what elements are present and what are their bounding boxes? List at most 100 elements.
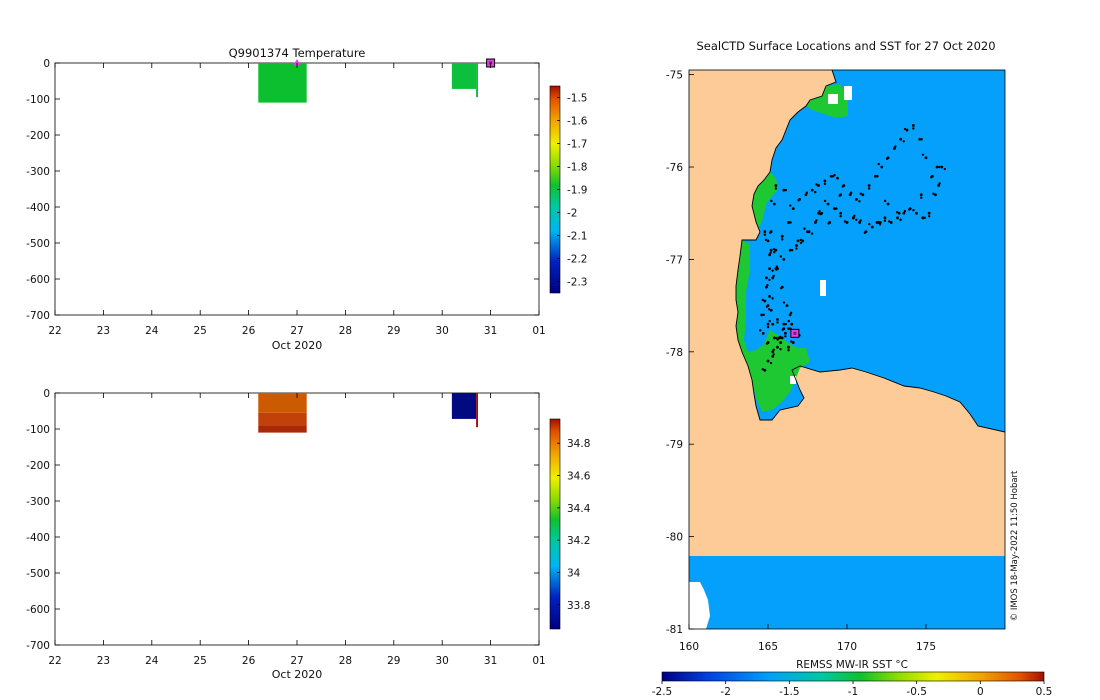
salinity-colorbar: 34.8 34.6 34.4 34.2 34 33.8 [549,418,591,630]
track-point [779,335,782,339]
track-point [768,278,771,282]
temperature-colorbar-ticks: -1.5 -1.6 -1.7 -1.8 -1.9 -2 -2.1 -2.2 -2.3 [557,93,588,289]
profile-cell [451,63,477,89]
x-tick-label: 24 [145,655,159,667]
track-point [940,165,944,169]
sst-colorbar-tick-label: 0.5 [1036,686,1053,698]
track-point [789,311,793,315]
y-tick-label: -500 [26,238,50,250]
sst-colorbar-ramp [661,671,1045,682]
track-point [897,211,901,215]
track-point [764,238,768,242]
track-point [823,179,827,183]
track-point [782,188,786,192]
track-point [883,216,887,220]
map-x-tick-label: 160 [679,641,699,653]
track-point [763,230,767,234]
track-point [848,193,852,197]
track-point [760,313,764,317]
y-tick-label: -100 [26,94,50,106]
track-point [927,215,931,218]
track-point [771,355,775,358]
track-point [787,348,790,352]
colorbar-tick-label: -2.2 [567,254,588,266]
track-point [899,218,902,222]
track-point [774,248,778,252]
track-point [918,137,922,141]
x-tick-label: 31 [484,655,497,667]
track-point [766,239,770,243]
x-tick-label: 23 [97,655,110,667]
track-point [789,221,792,224]
track-point [814,221,817,224]
x-tick-label: 27 [290,325,303,337]
track-point [908,208,911,211]
track-point [771,322,775,326]
x-tick-label: 28 [339,325,352,337]
track-point [787,327,790,331]
track-point [858,200,861,203]
sst-colorbar-tick-label: 0 [977,686,984,698]
track-point [790,322,794,326]
x-tick-label: 29 [387,655,400,667]
track-point [861,193,865,197]
colorbar-tick-label: 34.2 [567,535,590,547]
sst-map-plot [689,70,1005,629]
track-point [801,239,805,243]
track-point [805,191,809,194]
salinity-colorbar-ticks: 34.8 34.6 34.4 34.2 34 33.8 [557,438,591,612]
track-point [863,231,867,234]
y-tick-label: 0 [43,58,50,70]
track-point [921,216,925,220]
current-position-marker [790,328,800,338]
track-point [795,244,798,247]
track-point [796,239,800,243]
track-point [924,156,928,160]
profile-cell [476,393,479,428]
map-y-tick-label: -77 [666,254,683,266]
track-point [903,210,907,213]
track-point [815,219,818,222]
sst-colorbar-tick-label: -2.5 [652,686,673,698]
colorbar-tick-label: 34 [567,567,581,579]
profile-cell [476,63,479,98]
track-point [905,128,909,132]
track-point [843,220,847,223]
map-y-tick-label: -80 [666,532,683,544]
track-point [772,353,775,356]
track-point [797,199,800,202]
track-point [893,147,896,150]
x-tick-label: 24 [145,325,159,337]
track-point [768,294,771,298]
track-point [915,211,918,215]
track-point [772,202,776,206]
track-point [878,223,882,226]
track-point [781,328,784,331]
temperature-x-axis: 22 23 24 25 26 27 28 29 30 31 01 [48,63,546,337]
track-point [902,211,906,215]
colorbar-tick-label: -1.8 [567,162,588,174]
track-point [768,267,771,271]
track-point [867,187,871,190]
track-point [883,199,887,203]
track-point [795,247,798,250]
track-point [911,124,915,127]
track-point [937,184,941,187]
y-tick-label: -600 [26,274,50,286]
x-tick-label: 30 [436,325,449,337]
profile-cell [258,393,307,413]
track-point [927,211,931,215]
track-point [899,137,903,141]
track-point [894,145,897,148]
track-point [815,183,818,186]
colorbar-tick-label: 34.4 [567,503,591,515]
colorbar-tick-label: -1.9 [567,185,588,197]
colorbar-tick-label: -2.3 [567,277,588,289]
track-point [841,185,845,188]
x-tick-label: 29 [387,325,400,337]
track-point [787,345,790,349]
track-point [788,313,792,317]
track-point [836,176,839,180]
track-point [826,202,830,206]
y-tick-label: -100 [26,424,50,436]
